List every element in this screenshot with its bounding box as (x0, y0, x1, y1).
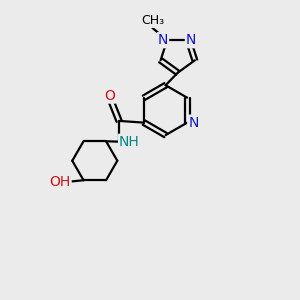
Text: N: N (188, 116, 199, 130)
Text: OH: OH (50, 175, 70, 189)
Text: N: N (158, 33, 168, 47)
Text: CH₃: CH₃ (141, 14, 164, 27)
Text: O: O (104, 88, 115, 103)
Text: N: N (186, 33, 196, 47)
Text: NH: NH (119, 135, 140, 149)
